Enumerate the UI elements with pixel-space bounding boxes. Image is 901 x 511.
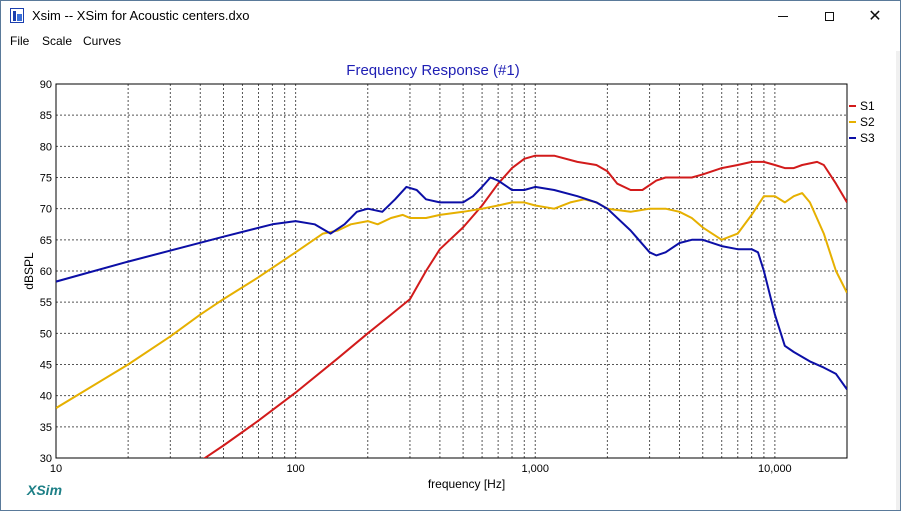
y-tick-labels: 30 35 40 45 50 55 60 65 70 75 80 85 90 bbox=[40, 79, 52, 465]
chart-grid bbox=[55, 83, 848, 459]
window-right-edge bbox=[896, 51, 900, 510]
minimize-button[interactable] bbox=[760, 1, 806, 31]
y-tick-label: 60 bbox=[40, 266, 52, 278]
x-tick-label: 100 bbox=[286, 463, 304, 475]
menu-scale[interactable]: Scale bbox=[42, 34, 73, 48]
y-tick-label: 50 bbox=[40, 328, 52, 340]
y-axis-label: dBSPL bbox=[22, 252, 36, 290]
y-tick-label: 55 bbox=[40, 297, 52, 309]
y-tick-label: 85 bbox=[40, 110, 52, 122]
y-tick-label: 90 bbox=[40, 79, 52, 91]
menu-file[interactable]: File bbox=[10, 34, 30, 48]
close-button[interactable]: ✕ bbox=[852, 1, 898, 31]
y-tick-label: 80 bbox=[40, 141, 52, 153]
close-icon: ✕ bbox=[868, 8, 882, 25]
x-tick-labels: 10 100 1,000 10,000 bbox=[50, 463, 792, 475]
app-icon[interactable] bbox=[10, 8, 24, 23]
x-axis-label: frequency [Hz] bbox=[428, 477, 505, 491]
chart-legend: S1 S2 S3 bbox=[849, 99, 875, 145]
chart-series bbox=[56, 154, 847, 458]
y-tick-label: 35 bbox=[40, 422, 52, 434]
chart-panel bbox=[3, 51, 896, 505]
x-tick-label: 1,000 bbox=[521, 463, 549, 475]
maximize-icon bbox=[824, 11, 834, 21]
chart-title: Frequency Response (#1) bbox=[346, 62, 519, 79]
legend-label-s2: S2 bbox=[860, 115, 875, 129]
plot-frame bbox=[55, 83, 848, 459]
title-bar[interactable]: Xsim -- XSim for Acoustic centers.dxo ✕ bbox=[1, 1, 900, 31]
series-line-s1 bbox=[203, 154, 847, 458]
y-tick-label: 65 bbox=[40, 235, 52, 247]
legend-label-s1: S1 bbox=[860, 99, 875, 113]
legend-label-s3: S3 bbox=[860, 131, 875, 145]
xsim-brand-label: XSim bbox=[27, 482, 63, 498]
y-tick-label: 45 bbox=[40, 360, 52, 372]
series-line-s3 bbox=[56, 176, 847, 390]
y-tick-label: 75 bbox=[40, 173, 52, 185]
x-tick-label: 10,000 bbox=[758, 463, 792, 475]
menu-bar: File Scale Curves bbox=[1, 31, 900, 51]
window-title: Xsim -- XSim for Acoustic centers.dxo bbox=[32, 8, 250, 23]
menu-curves[interactable]: Curves bbox=[83, 34, 122, 48]
minimize-icon bbox=[778, 15, 788, 17]
maximize-button[interactable] bbox=[806, 1, 852, 31]
x-tick-label: 10 bbox=[50, 463, 62, 475]
y-tick-label: 30 bbox=[40, 453, 52, 465]
series-line-s2 bbox=[56, 192, 847, 409]
y-tick-label: 70 bbox=[40, 204, 52, 216]
y-tick-label: 40 bbox=[40, 391, 52, 403]
